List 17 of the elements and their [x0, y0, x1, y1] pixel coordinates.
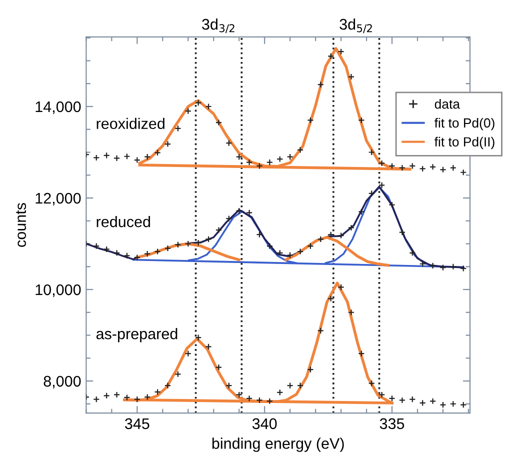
y-tick-label: 10,000 — [36, 284, 81, 297]
text: 3d$_{3/2}$ — [202, 18, 234, 34]
legend-label: fit to Pd(II) — [434, 136, 494, 150]
legend-label: data — [434, 99, 460, 109]
x-axis-title: binding energy (eV) — [212, 438, 344, 452]
annotation: as-prepared — [96, 328, 178, 342]
text: 3d$_{5/2}$ — [340, 18, 372, 34]
annotation: reoxidized — [96, 118, 164, 130]
annotation: reduced — [96, 216, 150, 228]
x-tick-label: 345 — [125, 418, 150, 430]
legend-label: fit to Pd(0) — [434, 118, 494, 130]
x-tick-label: 335 — [380, 418, 404, 430]
y-tick-label: 8,000 — [44, 376, 81, 388]
y-axis-title: counts — [16, 203, 26, 247]
y-tick-label: 12,000 — [36, 192, 81, 206]
y-tick-label: 14,000 — [36, 101, 81, 114]
x-tick-label: 340 — [252, 418, 277, 430]
